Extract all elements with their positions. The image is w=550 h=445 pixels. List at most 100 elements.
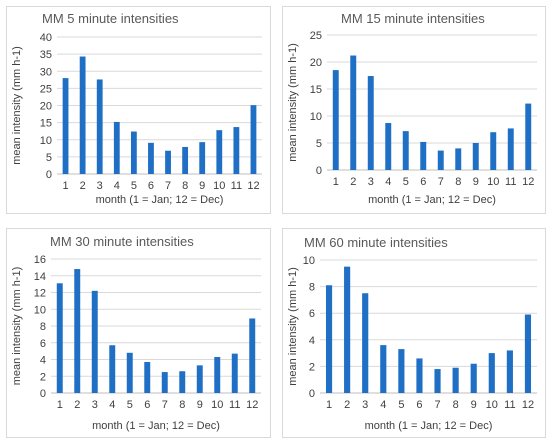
x-tick-label: 8 [179,399,185,411]
x-tick-label: 4 [114,180,120,192]
y-tick-label: 4 [40,355,46,367]
bar [367,76,374,170]
bar [91,290,98,393]
x-tick-label: 8 [455,176,461,188]
x-tick-label: 5 [403,176,409,188]
y-tick-label: 5 [316,138,322,150]
x-tick-label: 4 [385,176,391,188]
x-tick-label: 8 [182,180,188,192]
x-axis-label: month (1 = Jan; 12 = Dec) [92,420,220,432]
bar [380,345,387,393]
bar [344,266,351,393]
bar [165,150,171,174]
bar [488,353,495,393]
bar [437,150,444,170]
bar [350,55,357,170]
bar [507,128,514,170]
bar [250,105,257,174]
chart-title: MM 30 minute intensities [50,234,194,249]
x-axis-label: month (1 = Jan; 12 = Dec) [96,194,224,206]
x-tick-label: 3 [92,399,98,411]
bar [231,353,238,393]
y-tick-label: 10 [40,135,52,147]
y-tick-label: 15 [40,118,52,130]
x-tick-label: 7 [162,399,168,411]
bar [472,143,479,170]
x-tick-label: 2 [74,399,80,411]
bar [144,362,151,393]
x-tick-label: 2 [350,176,356,188]
bar [506,350,513,393]
y-tick-label: 30 [40,66,52,78]
x-tick-label: 6 [148,180,154,192]
y-tick-label: 40 [40,32,52,44]
bar [470,363,477,393]
x-tick-label: 9 [197,399,203,411]
bar [452,367,459,393]
x-tick-label: 11 [504,399,515,411]
y-tick-label: 0 [46,169,52,181]
x-tick-label: 1 [57,399,63,411]
chart-panel-30min: MM 30 minute intensities 0 2 4 6 8 10 12 14 16 1 2 3… [6,228,271,438]
bar [79,56,86,174]
bar [96,79,103,174]
x-tick-label: 2 [344,399,350,411]
bar [249,318,256,393]
bar [434,369,441,393]
x-tick-label: 4 [109,399,115,411]
y-axis-label: mean intensity (mm h-1) [11,267,23,386]
x-tick-label: 4 [380,399,386,411]
x-tick-label: 1 [62,180,68,192]
bar [325,285,333,393]
bar [398,349,405,393]
bar [161,372,168,393]
chart-title: MM 15 minute intensities [341,11,485,26]
bar [196,365,203,393]
y-tick-label: 15 [310,84,322,96]
x-tick-label: 10 [211,399,223,411]
chart-title: MM 60 minute intensities [304,235,448,250]
y-axis-label: mean intensity (mm h-1) [11,46,23,165]
x-tick-label: 7 [438,176,444,188]
bar [420,141,427,170]
x-tick-label: 10 [486,399,498,411]
bar [233,127,240,174]
y-tick-label: 4 [309,335,315,347]
y-tick-label: 14 [34,271,46,283]
bar [74,269,81,393]
bar [525,103,532,170]
x-tick-label: 7 [434,399,440,411]
y-tick-label: 25 [40,83,52,95]
bar [62,78,69,174]
x-tick-label: 5 [127,399,133,411]
bar [126,352,133,393]
y-tick-label: 10 [310,111,322,123]
bar [385,123,392,170]
y-tick-label: 20 [40,101,52,113]
chart-panel-5min: MM 5 minute intensities 0 5 10 15 20 25 30 35 40 1… [6,6,271,214]
y-tick-label: 10 [34,304,46,316]
y-tick-label: 5 [46,152,52,164]
y-tick-label: 0 [40,388,46,400]
bar [214,356,221,393]
bar [199,142,206,174]
x-tick-label: 9 [199,180,205,192]
bar [455,148,462,170]
x-tick-label: 1 [326,399,332,411]
x-tick-label: 2 [80,180,86,192]
x-tick-label: 3 [362,399,368,411]
x-tick-label: 10 [487,176,499,188]
chart-5min: MM 5 minute intensities05101520253035401… [11,11,262,206]
x-axis-label: month (1 = Jan; 12 = Dec) [365,420,493,432]
x-tick-label: 8 [453,399,459,411]
y-tick-label: 2 [309,361,315,373]
x-tick-label: 9 [473,176,479,188]
x-axis-label: month (1 = Jan; 12 = Dec) [368,194,496,206]
bar [362,293,369,393]
y-tick-label: 8 [40,321,46,333]
x-tick-label: 9 [471,399,477,411]
bar [524,314,532,393]
x-tick-label: 5 [131,180,137,192]
